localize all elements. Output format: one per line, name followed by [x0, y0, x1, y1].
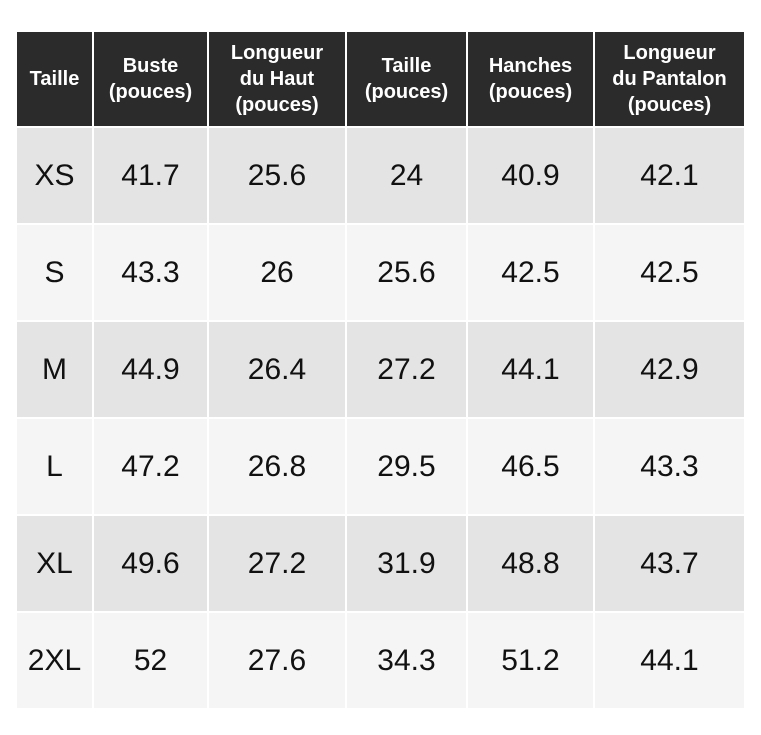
value-cell: 44.1 — [595, 613, 744, 708]
value-cell: 42.1 — [595, 128, 744, 223]
table-row: 2XL 52 27.6 34.3 51.2 44.1 — [17, 613, 744, 708]
value-cell: 27.6 — [209, 613, 345, 708]
header-text: (pouces) — [108, 81, 193, 103]
value-cell: 47.2 — [94, 419, 207, 514]
value-cell: 25.6 — [209, 128, 345, 223]
value-cell: 29.5 — [347, 419, 466, 514]
header-text: Taille — [381, 55, 432, 77]
value-cell: 26.4 — [209, 322, 345, 417]
size-cell: XS — [17, 128, 92, 223]
value-cell: 26 — [209, 225, 345, 320]
value-cell: 24 — [347, 128, 466, 223]
value-cell: 40.9 — [468, 128, 593, 223]
size-table-wrap: Taille Buste (pouces) Longueur du Haut (pouce… — [15, 30, 746, 710]
header-text: (pouces) — [488, 81, 573, 103]
value-cell: 42.9 — [595, 322, 744, 417]
header-text: du Pantalon — [612, 68, 727, 90]
header-cell: Taille — [17, 32, 92, 126]
header-cell: Taille (pouces) — [347, 32, 466, 126]
size-cell: L — [17, 419, 92, 514]
header-cell: Hanches (pouces) — [468, 32, 593, 126]
value-cell: 41.7 — [94, 128, 207, 223]
header-text: (pouces) — [627, 94, 712, 116]
size-cell: S — [17, 225, 92, 320]
value-cell: 25.6 — [347, 225, 466, 320]
value-cell: 42.5 — [595, 225, 744, 320]
value-cell: 34.3 — [347, 613, 466, 708]
value-cell: 43.3 — [595, 419, 744, 514]
table-row: S 43.3 26 25.6 42.5 42.5 — [17, 225, 744, 320]
value-cell: 42.5 — [468, 225, 593, 320]
header-text: du Haut — [239, 68, 315, 90]
value-cell: 44.1 — [468, 322, 593, 417]
table-body: XS 41.7 25.6 24 40.9 42.1 S 43.3 26 25.6 42.5 42.5 M… — [17, 128, 744, 708]
value-cell: 48.8 — [468, 516, 593, 611]
size-table: Taille Buste (pouces) Longueur du Haut (pouce… — [15, 30, 746, 710]
header-text: (pouces) — [364, 81, 449, 103]
table-row: L 47.2 26.8 29.5 46.5 43.3 — [17, 419, 744, 514]
header-cell: Longueur du Haut (pouces) — [209, 32, 345, 126]
value-cell: 27.2 — [347, 322, 466, 417]
value-cell: 51.2 — [468, 613, 593, 708]
header-text: Hanches — [488, 55, 573, 77]
header-cell: Buste (pouces) — [94, 32, 207, 126]
header-row: Taille Buste (pouces) Longueur du Haut (pouce… — [17, 32, 744, 126]
header-text: Longueur — [230, 42, 324, 64]
header-text: Longueur — [623, 42, 716, 64]
value-cell: 43.3 — [94, 225, 207, 320]
value-cell: 52 — [94, 613, 207, 708]
size-cell: XL — [17, 516, 92, 611]
value-cell: 31.9 — [347, 516, 466, 611]
header-cell: Longueur du Pantalon (pouces) — [595, 32, 744, 126]
table-row: M 44.9 26.4 27.2 44.1 42.9 — [17, 322, 744, 417]
size-cell: M — [17, 322, 92, 417]
table-row: XS 41.7 25.6 24 40.9 42.1 — [17, 128, 744, 223]
header-text: Buste — [122, 55, 179, 77]
value-cell: 27.2 — [209, 516, 345, 611]
value-cell: 49.6 — [94, 516, 207, 611]
table-row: XL 49.6 27.2 31.9 48.8 43.7 — [17, 516, 744, 611]
value-cell: 44.9 — [94, 322, 207, 417]
value-cell: 43.7 — [595, 516, 744, 611]
size-cell: 2XL — [17, 613, 92, 708]
header-text: Taille — [29, 68, 80, 90]
value-cell: 46.5 — [468, 419, 593, 514]
header-text: (pouces) — [235, 94, 319, 116]
value-cell: 26.8 — [209, 419, 345, 514]
